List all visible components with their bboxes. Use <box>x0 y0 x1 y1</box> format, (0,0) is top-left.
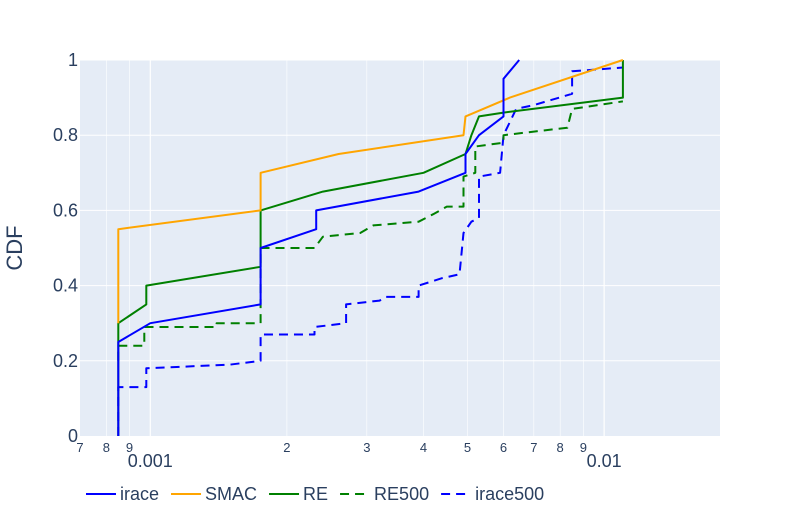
series-line-re500 <box>117 100 624 361</box>
x-minor-tick-label: 7 <box>76 440 83 455</box>
series-line-re <box>117 60 624 436</box>
series-lines <box>117 59 624 436</box>
x-minor-tick-label: 6 <box>500 440 507 455</box>
legend-item-smac[interactable]: SMAC <box>171 484 257 504</box>
series-line-smac <box>117 59 624 324</box>
x-minor-tick-label: 5 <box>464 440 471 455</box>
x-minor-tick-label: 9 <box>126 440 133 455</box>
x-major-tick-label: 0.01 <box>587 451 622 471</box>
legend-label: SMAC <box>205 484 257 504</box>
legend-item-irace500[interactable]: irace500 <box>441 484 544 504</box>
legend[interactable]: irace SMAC RE RE500 irace500 <box>86 484 544 504</box>
y-tick-label: 0 <box>68 426 78 446</box>
x-minor-tick-label: 4 <box>420 440 427 455</box>
axis-labels: 00.20.40.60.817 8 9 2 3 4 5 6 7 8 90.001 0.01 <box>53 50 622 471</box>
legend-item-irace[interactable]: irace <box>86 484 159 504</box>
series-line-irace500 <box>117 66 623 436</box>
x-minor-tick-label: 3 <box>363 440 370 455</box>
legend-label: irace500 <box>475 484 544 504</box>
y-tick-label: 0.2 <box>53 351 78 371</box>
x-major-tick-label: 0.001 <box>128 451 173 471</box>
legend-label: RE <box>303 484 328 504</box>
y-tick-label: 0.4 <box>53 276 78 296</box>
y-tick-label: 1 <box>68 50 78 70</box>
plot-background <box>80 60 720 436</box>
series-line-irace <box>117 59 520 436</box>
x-minor-tick-label: 9 <box>580 440 587 455</box>
x-minor-tick-label: 7 <box>530 440 537 455</box>
legend-label: RE500 <box>374 484 429 504</box>
x-minor-tick-label: 2 <box>283 440 290 455</box>
y-axis-title: CDF <box>2 225 27 270</box>
legend-item-re[interactable]: RE <box>269 484 328 504</box>
x-minor-tick-label: 8 <box>557 440 564 455</box>
grid-lines <box>80 59 720 436</box>
y-tick-label: 0.8 <box>53 125 78 145</box>
legend-item-re500[interactable]: RE500 <box>340 484 429 504</box>
y-tick-label: 0.6 <box>53 200 78 220</box>
legend-label: irace <box>120 484 159 504</box>
x-minor-tick-label: 8 <box>103 440 110 455</box>
